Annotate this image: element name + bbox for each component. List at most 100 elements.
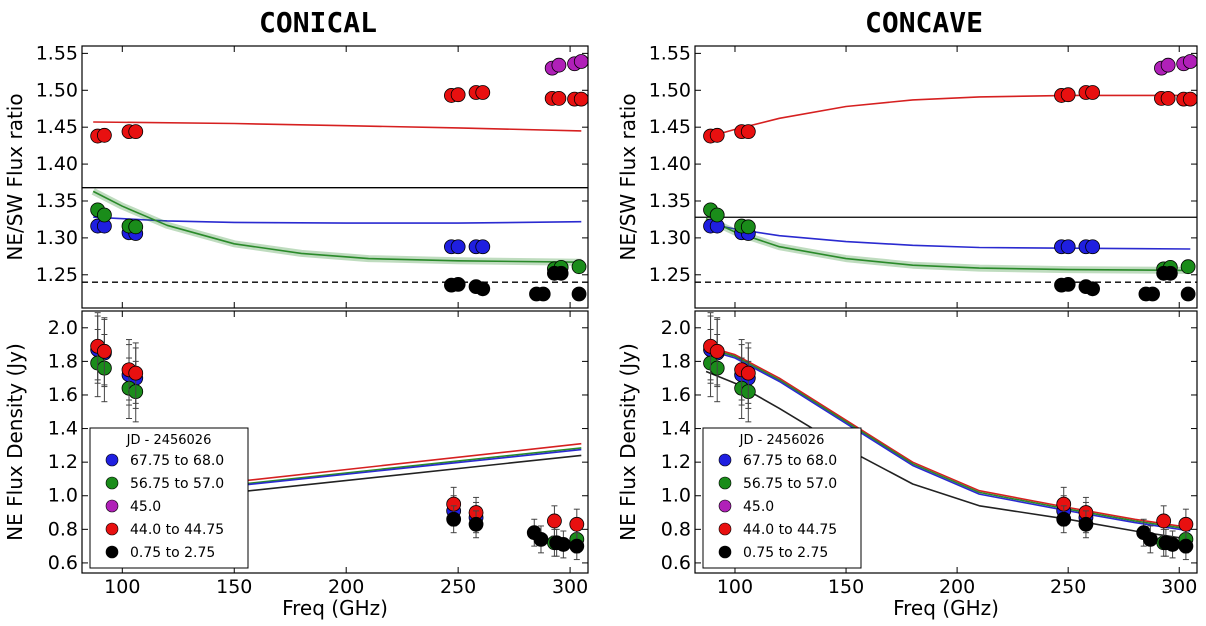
legend-title: JD - 2456026	[739, 433, 825, 448]
model-band-2	[91, 188, 582, 266]
data-point-3-6	[569, 538, 585, 554]
data-point-3-11	[573, 91, 588, 107]
legend-marker	[718, 476, 732, 490]
legend-label: 44.0 to 44.75	[130, 522, 224, 538]
data-point-3-1	[468, 516, 484, 532]
data-point-3-3	[740, 124, 756, 140]
y-tick-label: 1.40	[36, 153, 78, 175]
data-point-1-3	[740, 219, 756, 235]
legend-marker	[105, 476, 119, 490]
bottom-plot-area	[703, 312, 1194, 561]
y-tick-label: 1.8	[661, 350, 691, 372]
data-point-2-6	[1156, 513, 1172, 529]
data-point-4-7	[1162, 265, 1178, 281]
x-tick-label: 200	[328, 576, 364, 598]
model-curve-0	[93, 121, 582, 132]
data-point-2-1	[709, 343, 725, 359]
chart-title: CONCAVE	[865, 6, 983, 39]
y-tick-label: 2.0	[661, 317, 691, 339]
top-frame	[694, 45, 1198, 309]
data-point-3-3	[1142, 532, 1158, 547]
x-axis-label: Freq (GHz)	[893, 596, 999, 620]
data-point-0-5	[450, 239, 466, 255]
y-axis-label: NE/SW Flux ratio	[3, 93, 27, 260]
data-point-3-11	[1182, 91, 1197, 107]
y-axis-label: NE Flux Density (Jy)	[616, 343, 640, 541]
y-axis-label: NE/SW Flux ratio	[616, 93, 640, 260]
legend-label: 0.75 to 2.75	[743, 545, 828, 561]
legend-title: JD - 2456026	[126, 433, 212, 448]
top-plot-area	[82, 54, 588, 302]
data-point-3-5	[450, 87, 466, 103]
y-tick-label: 0.8	[48, 518, 78, 540]
data-point-3-6	[1178, 538, 1194, 554]
x-tick-label: 100	[104, 576, 140, 598]
data-point-3-5	[555, 537, 571, 552]
model-band-2	[704, 215, 1191, 274]
data-point-2-3	[573, 54, 588, 69]
legend-marker	[718, 545, 732, 559]
model-curve-0	[705, 345, 1191, 529]
legend-label: 44.0 to 44.75	[743, 522, 837, 538]
legend-label: 56.75 to 57.0	[743, 476, 837, 492]
y-tick-label: 2.0	[48, 317, 78, 339]
y-tick-label: 1.50	[649, 79, 691, 101]
model-curve-2	[705, 348, 1191, 532]
legend-box	[89, 427, 249, 569]
legend-marker	[105, 453, 119, 467]
x-tick-label: 150	[216, 576, 252, 598]
legend-label: 67.75 to 68.0	[130, 453, 224, 469]
y-tick-label: 1.55	[36, 42, 78, 64]
y-tick-label: 1.35	[649, 190, 691, 212]
y-tick-label: 1.25	[36, 264, 78, 286]
legend-marker	[718, 499, 732, 513]
data-point-3-7	[475, 85, 491, 100]
y-tick-label: 1.45	[36, 116, 78, 138]
y-tick-label: 1.35	[36, 190, 78, 212]
x-axis-label: Freq (GHz)	[282, 596, 388, 620]
legend: JD - 2456026 67.75 to 68.0 56.75 to 57.0 45…	[702, 427, 862, 569]
legend-marker	[105, 499, 119, 513]
data-point-0-5	[1060, 239, 1076, 255]
y-tick-label: 1.45	[649, 116, 691, 138]
data-point-4-5	[1145, 286, 1160, 302]
data-point-4-7	[553, 265, 569, 281]
y-tick-label: 1.6	[661, 384, 691, 406]
data-point-4-8	[571, 286, 587, 302]
legend: JD - 2456026 67.75 to 68.0 56.75 to 57.0 45…	[89, 427, 249, 569]
x-tick-label: 300	[1161, 576, 1197, 598]
data-point-2-1	[1160, 57, 1176, 73]
legend-marker	[105, 522, 119, 536]
data-point-1-1	[709, 207, 725, 223]
legend-marker	[105, 545, 119, 559]
data-point-3-1	[96, 127, 112, 143]
legend-marker	[718, 453, 732, 467]
legend-label: 0.75 to 2.75	[130, 545, 215, 561]
x-tick-label: 300	[552, 576, 588, 598]
legend-label: 45.0	[130, 499, 161, 515]
x-tick-label: 200	[939, 576, 975, 598]
data-point-4-8	[1180, 286, 1196, 302]
data-point-2-3	[740, 365, 756, 381]
y-tick-label: 1.40	[649, 153, 691, 175]
data-point-3-0	[446, 511, 462, 527]
y-tick-label: 1.30	[649, 227, 691, 249]
top-panel: 1.25 1.30 1.35 1.40 1.45 1.50 1.55 NE/SW Flux r…	[3, 42, 589, 309]
data-point-2-3	[1182, 54, 1197, 69]
y-tick-label: 0.8	[661, 518, 691, 540]
data-point-2-7	[569, 516, 585, 532]
data-point-3-1	[1078, 516, 1094, 532]
chart-title: CONICAL	[259, 6, 377, 39]
data-point-3-5	[1060, 87, 1076, 103]
data-point-2-7	[1178, 516, 1194, 532]
y-tick-label: 1.0	[48, 485, 78, 507]
x-tick-label: 100	[717, 576, 753, 598]
data-point-1-1	[96, 207, 112, 223]
legend-label: 67.75 to 68.0	[743, 453, 837, 469]
data-point-3-0	[1056, 511, 1072, 527]
bottom-frame	[694, 310, 1198, 574]
y-tick-label: 1.2	[48, 451, 78, 473]
top-frame	[81, 45, 589, 309]
bottom-plot-area	[90, 312, 585, 561]
y-tick-label: 1.4	[48, 418, 78, 440]
